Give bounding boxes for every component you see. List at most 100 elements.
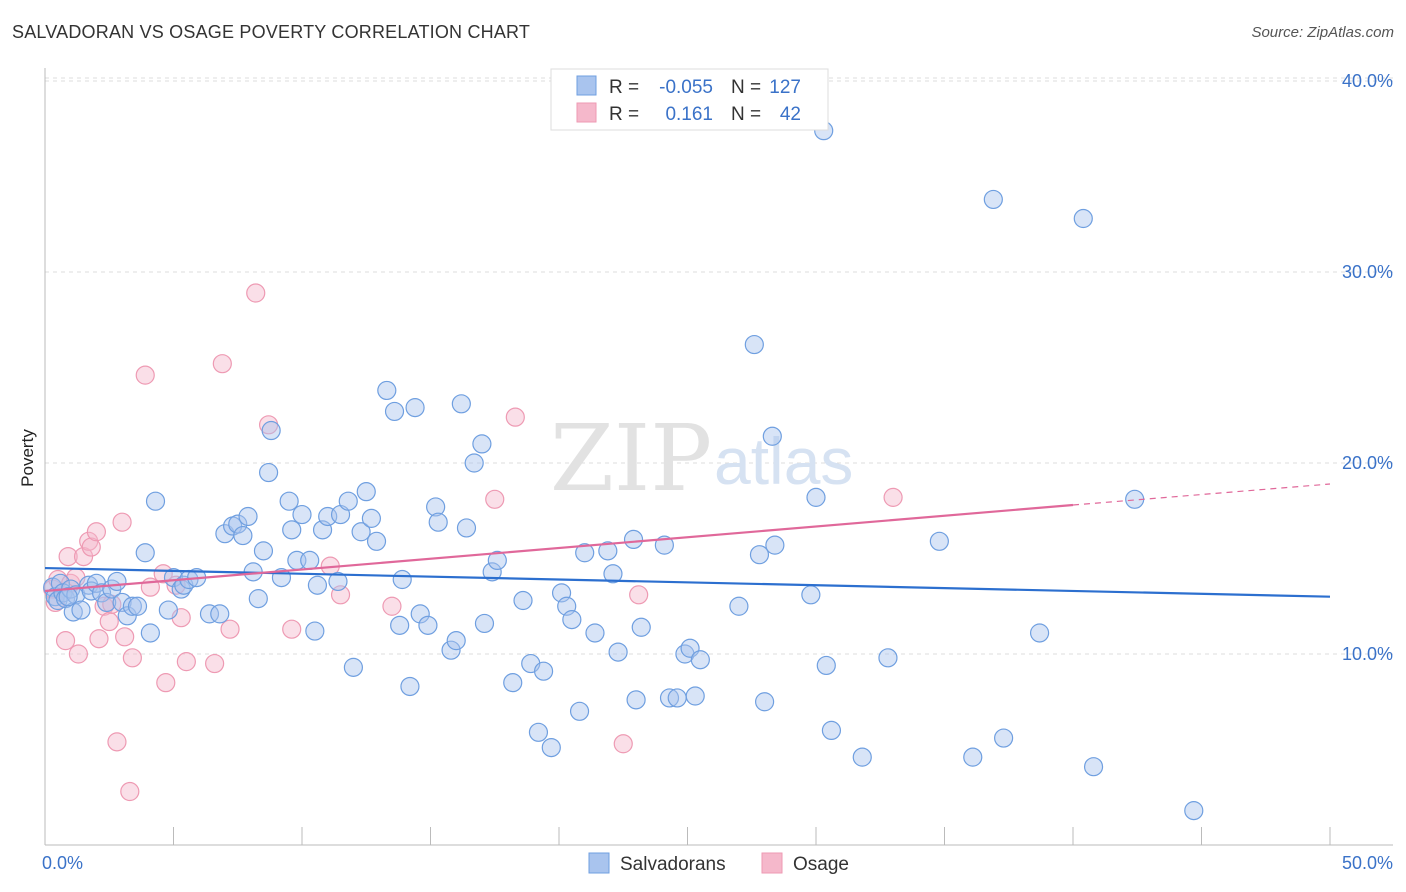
salvadoran-point-78 [487,550,507,571]
y-axis-title: Poverty [18,429,37,487]
osage-point-18 [115,627,135,647]
salvadoran-point-115 [878,648,898,668]
salvadoran-point-36 [238,506,258,527]
salvadoran-point-71 [446,631,466,651]
legend-n-value-1: 127 [769,77,801,98]
legend-n-label-1: N = [731,77,761,98]
salvadoran-point-104 [729,596,749,616]
salvadoran-point-46 [292,504,312,525]
salvadoran-point-63 [392,569,412,590]
osage-point-11 [86,522,107,542]
legend-r-value-1: -0.055 [659,77,713,98]
salvadoran-point-34 [228,514,248,534]
bottom-legend-label-salvadorans: Salvadorans [620,854,726,875]
salvadoran-point-111 [806,487,826,507]
watermark-zip: ZIP [550,405,712,512]
y-tick-label-10: 10.0% [1342,644,1393,664]
salvadoran-point-121 [1073,208,1093,229]
salvadoran-point-87 [562,610,582,630]
salvadoran-point-109 [765,535,785,555]
salvadoran-point-62 [390,615,410,635]
legend-n-label-2: N = [731,104,761,125]
osage-point-16 [107,732,127,752]
salvadoran-point-117 [963,747,983,767]
osage-point-17 [112,512,132,532]
watermark: ZIP atlas [550,405,853,512]
trend-lines [44,483,1331,598]
salvadoran-point-22 [140,623,160,643]
salvadoran-point-16 [107,571,127,592]
salvadoran-point-30 [199,604,220,624]
salvadoran-point-93 [608,642,628,662]
legend-swatch-osage [576,102,597,123]
bottom-legend-swatch-salvadorans [588,852,610,874]
salvadoran-point-126 [58,587,78,607]
salvadoran-point-58 [361,508,381,528]
legend-swatch-salvadorans [576,75,597,96]
salvadoran-point-9 [71,600,91,620]
salvadoran-point-77 [482,562,502,582]
salvadoran-point-35 [233,525,253,546]
salvadoran-point-110 [801,585,821,605]
bottom-legend-swatch-osage [761,852,783,874]
salvadoran-point-90 [585,623,605,643]
salvadoran-point-124 [1184,801,1204,821]
salvadoran-point-13 [91,583,112,603]
salvadoran-point-25 [163,567,184,588]
salvadoran-point-60 [377,380,397,401]
osage-point-21 [135,365,155,385]
salvadoran-point-88 [569,701,590,721]
salvadoran-point-92 [603,564,623,584]
osage-point-10 [81,537,101,557]
y-tick-label-40: 40.0% [1342,71,1393,91]
salvadoran-point-75 [472,434,492,454]
salvadoran-point-67 [418,615,438,635]
osage-point-30 [220,619,240,639]
chart-title: SALVADORAN VS OSAGE POVERTY CORRELATION … [12,22,531,42]
salvadoran-point-56 [351,522,371,542]
salvadoran-point-31 [210,604,230,624]
salvadoran-point-47 [300,550,320,571]
salvadoran-point-108 [762,426,782,446]
y-tick-labels: 10.0% 20.0% 30.0% 40.0% [1342,71,1393,664]
salvadoran-point-94 [623,529,644,550]
salvadoran-point-91 [598,541,618,561]
salvadoran-point-55 [343,657,363,677]
osage-point-29 [212,354,232,374]
bottom-legend-label-osage: Osage [793,854,849,875]
salvadoran-point-96 [631,617,651,637]
salvadoran-point-41 [261,420,281,441]
x-tick-label-min: 0.0% [42,853,83,873]
osage-point-28 [205,653,225,674]
osage-point-39 [613,734,633,754]
salvadoran-point-114 [852,747,872,767]
salvadoran-point-69 [428,512,448,532]
osage-point-23 [153,564,173,584]
salvadoran-point-8 [66,585,86,605]
salvadoran-point-99 [667,688,687,708]
osage-point-36 [382,596,402,616]
osage-point-31 [246,283,266,303]
salvadoran-point-54 [338,491,358,511]
salvadoran-point-119 [994,728,1014,748]
osage-point-19 [120,781,140,802]
salvadoran-point-76 [474,613,495,634]
salvadoran-point-21 [135,543,155,563]
salvadoran-point-107 [754,692,775,712]
salvadoran-point-118 [983,189,1003,210]
salvadoran-point-80 [513,590,533,611]
salvadoran-point-40 [258,462,279,483]
salvadoran-point-73 [456,518,477,538]
osage-point-12 [89,629,109,649]
stats-legend: R = -0.055 N = 127 R = 0.161 N = 42 [550,68,829,131]
salvadoran-point-39 [253,541,274,561]
salvadoran-point-65 [405,398,425,418]
osage-point-24 [156,673,176,693]
salvadoran-point-120 [1029,623,1050,643]
legend-r-value-2: 0.161 [665,104,713,125]
legend-n-value-2: 42 [780,104,801,125]
osage-point-37 [485,489,505,509]
legend-r-label-2: R = [609,104,639,125]
salvadoran-point-24 [158,600,178,620]
